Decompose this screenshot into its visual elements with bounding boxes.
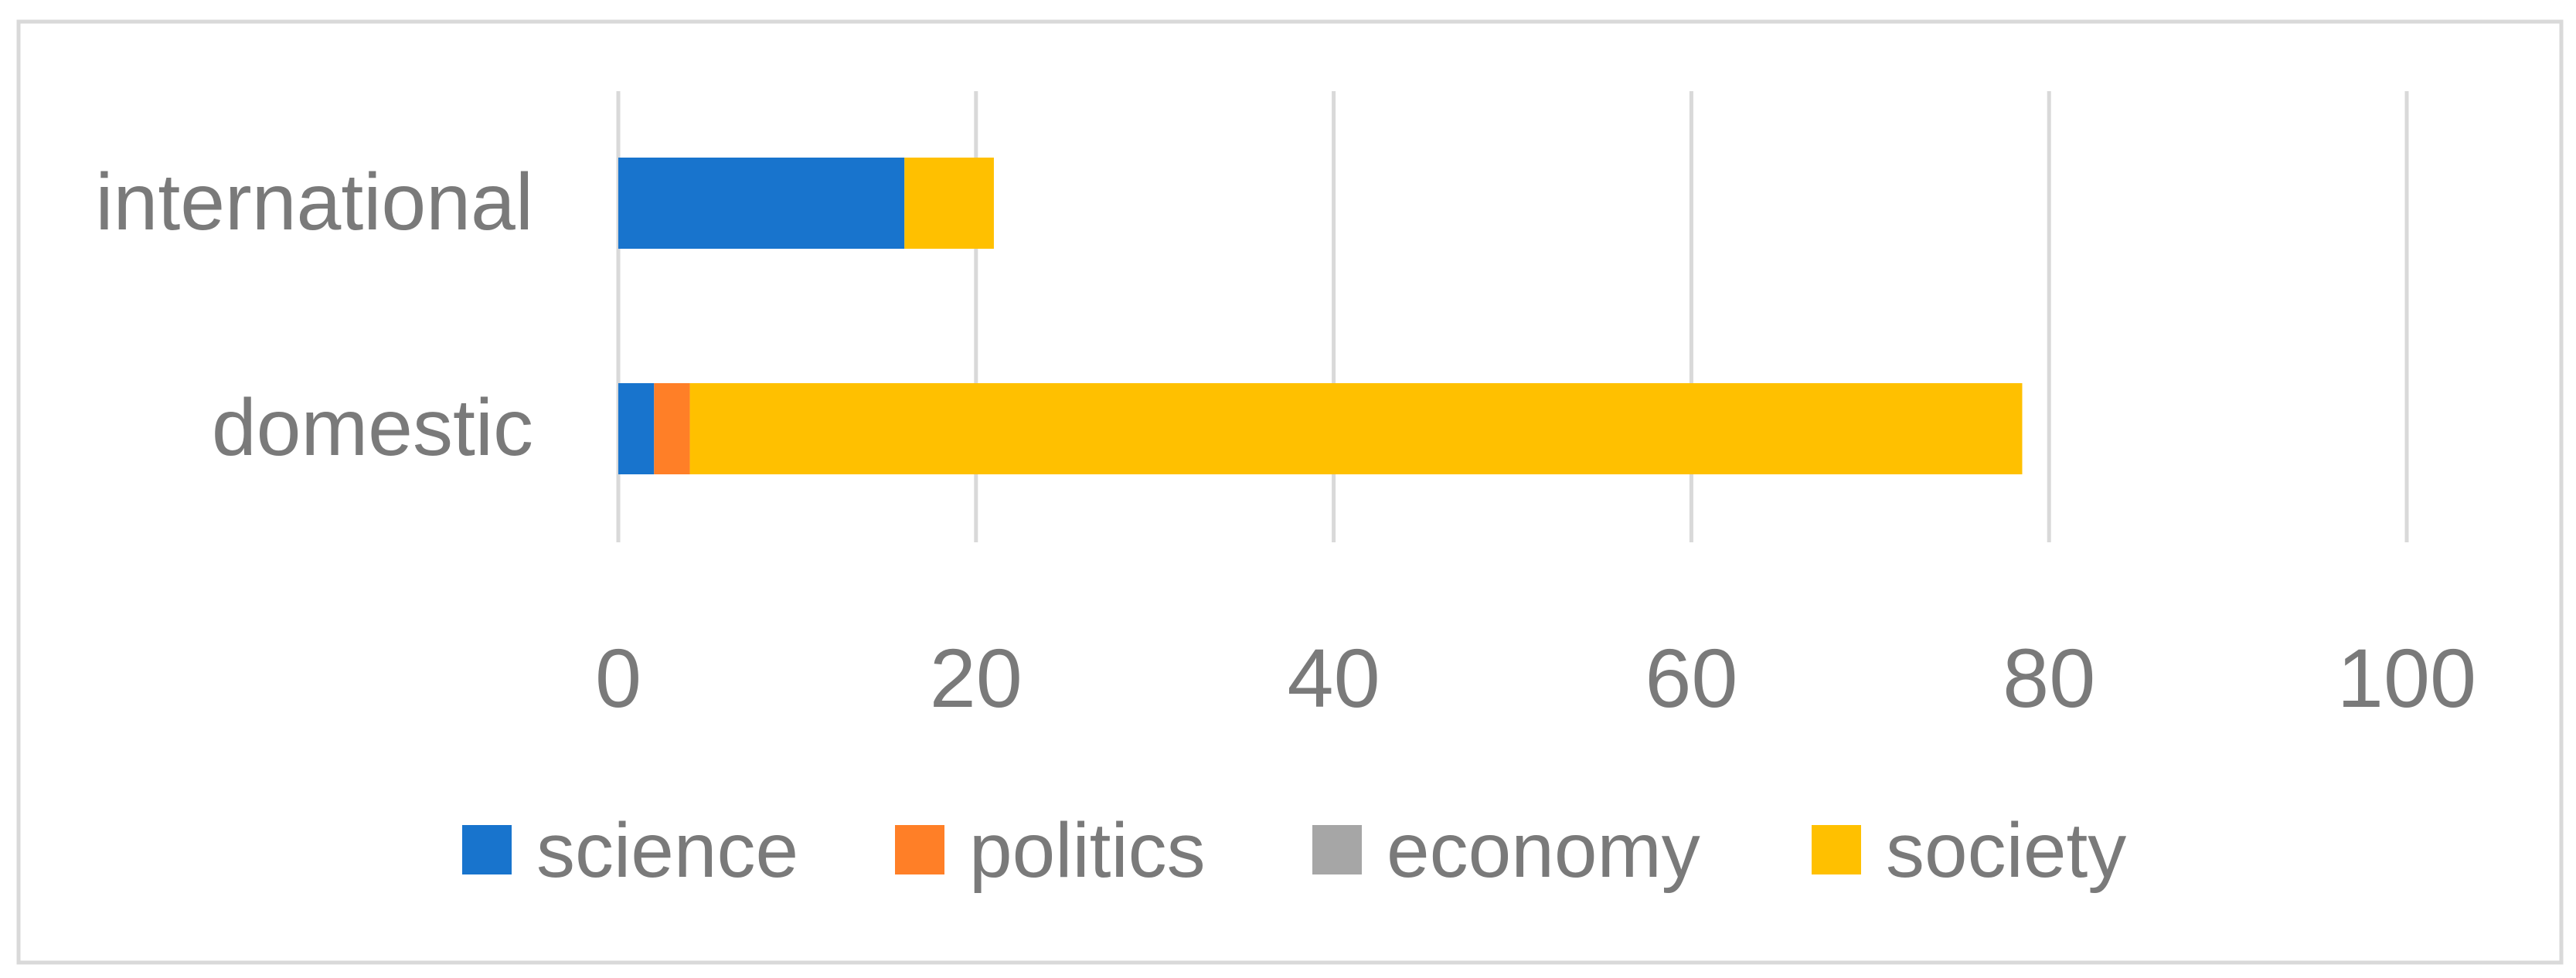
legend-label-politics: politics [969,807,1206,894]
bar-domestic-politics [654,383,690,474]
legend-item-science: science [462,807,798,894]
legend-swatch-politics [895,825,944,874]
x-tick-labels: 0 20 40 60 80 100 [595,631,2476,725]
chart-frame [16,19,2564,965]
x-tick-label-80: 80 [2003,631,2095,725]
bar-domestic-science [618,383,655,474]
bar-domestic-society [689,383,2023,474]
x-tick-label-60: 60 [1645,631,1737,725]
legend-item-economy: economy [1312,807,1700,894]
legend-label-science: science [536,807,798,894]
bar-international-science [618,158,905,249]
x-tick-label-0: 0 [595,631,641,725]
legend-item-politics: politics [895,807,1206,894]
legend-item-society: society [1812,807,2126,894]
legend-swatch-economy [1312,825,1362,874]
legend-swatch-society [1812,825,1861,874]
bars [618,158,2023,474]
x-tick-label-100: 100 [2337,631,2476,725]
legend-label-economy: economy [1387,807,1700,894]
category-label-international: international [95,158,533,247]
x-tick-label-20: 20 [930,631,1023,725]
legend: science politics economy society [462,807,2126,894]
legend-label-society: society [1886,807,2126,894]
category-labels: international domestic [95,158,533,473]
x-tick-label-40: 40 [1288,631,1380,725]
legend-swatch-science [462,825,512,874]
bar-international-society [904,158,994,249]
category-label-domestic: domestic [212,383,533,473]
